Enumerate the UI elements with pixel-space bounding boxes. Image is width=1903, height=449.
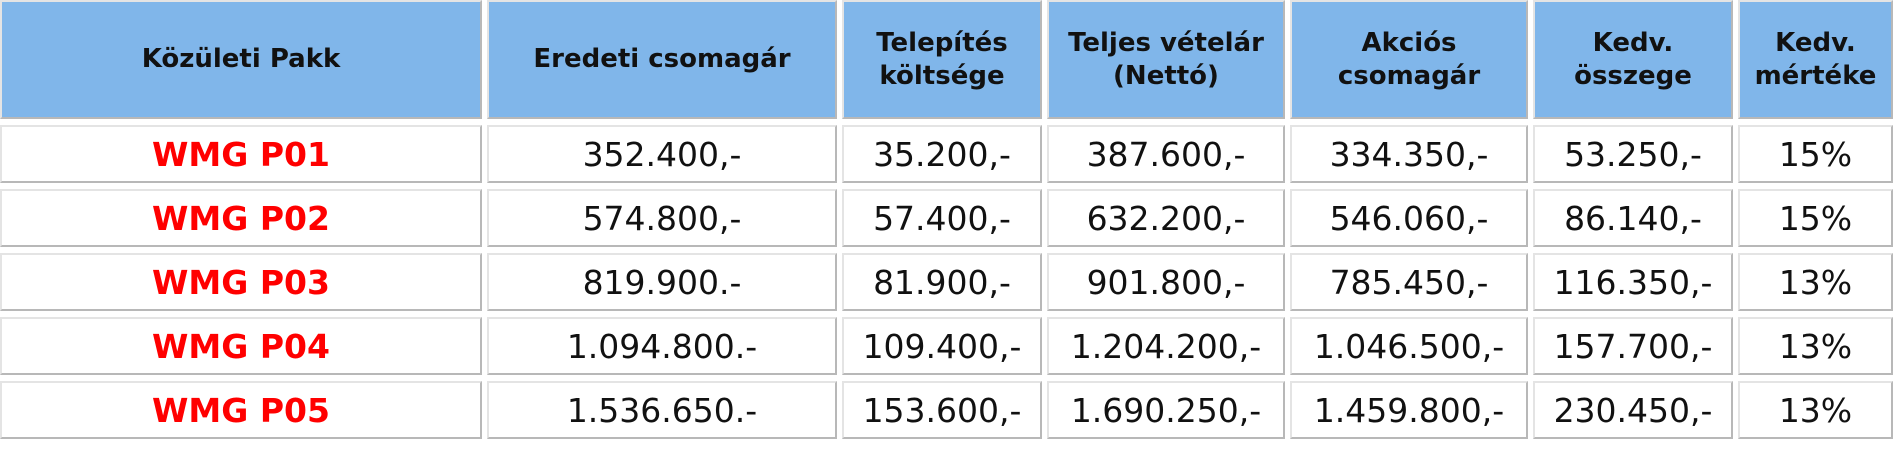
table-cell: 1.459.800,- bbox=[1290, 381, 1528, 439]
column-header: Eredeti csomagár bbox=[487, 0, 837, 119]
table-cell: 13% bbox=[1738, 381, 1893, 439]
table-cell: 86.140,- bbox=[1533, 189, 1733, 247]
column-header: Kedv. mértéke bbox=[1738, 0, 1893, 119]
table-cell: 15% bbox=[1738, 189, 1893, 247]
table-cell: 546.060,- bbox=[1290, 189, 1528, 247]
table-cell: 387.600,- bbox=[1047, 125, 1285, 183]
table-cell: 352.400,- bbox=[487, 125, 837, 183]
table-cell: 109.400,- bbox=[842, 317, 1042, 375]
table-cell: 632.200,- bbox=[1047, 189, 1285, 247]
column-header: Akciós csomagár bbox=[1290, 0, 1528, 119]
package-name: WMG P05 bbox=[0, 381, 482, 439]
table-cell: 1.536.650.- bbox=[487, 381, 837, 439]
column-header: Telepítés költsége bbox=[842, 0, 1042, 119]
table-cell: 15% bbox=[1738, 125, 1893, 183]
table-cell: 1.204.200,- bbox=[1047, 317, 1285, 375]
header-row: Közületi Pakk Eredeti csomagár Telepítés k… bbox=[0, 0, 1893, 119]
table-row: WMG P04 1.094.800.- 109.400,- 1.204.200,- 1.… bbox=[0, 317, 1893, 375]
table-cell: 1.046.500,- bbox=[1290, 317, 1528, 375]
table-cell: 230.450,- bbox=[1533, 381, 1733, 439]
table-cell: 785.450,- bbox=[1290, 253, 1528, 311]
table-cell: 901.800,- bbox=[1047, 253, 1285, 311]
table-cell: 81.900,- bbox=[842, 253, 1042, 311]
table-row: WMG P01 352.400,- 35.200,- 387.600,- 334.350… bbox=[0, 125, 1893, 183]
table-cell: 13% bbox=[1738, 253, 1893, 311]
table-row: WMG P02 574.800,- 57.400,- 632.200,- 546.060… bbox=[0, 189, 1893, 247]
column-header: Közületi Pakk bbox=[0, 0, 482, 119]
column-header: Kedv. összege bbox=[1533, 0, 1733, 119]
table-cell: 13% bbox=[1738, 317, 1893, 375]
table-cell: 334.350,- bbox=[1290, 125, 1528, 183]
package-name: WMG P01 bbox=[0, 125, 482, 183]
table-cell: 153.600,- bbox=[842, 381, 1042, 439]
column-header: Teljes vételár (Nettó) bbox=[1047, 0, 1285, 119]
package-name: WMG P04 bbox=[0, 317, 482, 375]
table-body: WMG P01 352.400,- 35.200,- 387.600,- 334.350… bbox=[0, 125, 1893, 439]
table-cell: 819.900.- bbox=[487, 253, 837, 311]
table-row: WMG P03 819.900.- 81.900,- 901.800,- 785.450… bbox=[0, 253, 1893, 311]
table-cell: 574.800,- bbox=[487, 189, 837, 247]
table-cell: 35.200,- bbox=[842, 125, 1042, 183]
package-name: WMG P02 bbox=[0, 189, 482, 247]
table-cell: 116.350,- bbox=[1533, 253, 1733, 311]
package-name: WMG P03 bbox=[0, 253, 482, 311]
table-cell: 157.700,- bbox=[1533, 317, 1733, 375]
table-row: WMG P05 1.536.650.- 153.600,- 1.690.250,- 1.… bbox=[0, 381, 1893, 439]
table-cell: 1.094.800.- bbox=[487, 317, 837, 375]
table-cell: 1.690.250,- bbox=[1047, 381, 1285, 439]
table-cell: 57.400,- bbox=[842, 189, 1042, 247]
table-cell: 53.250,- bbox=[1533, 125, 1733, 183]
